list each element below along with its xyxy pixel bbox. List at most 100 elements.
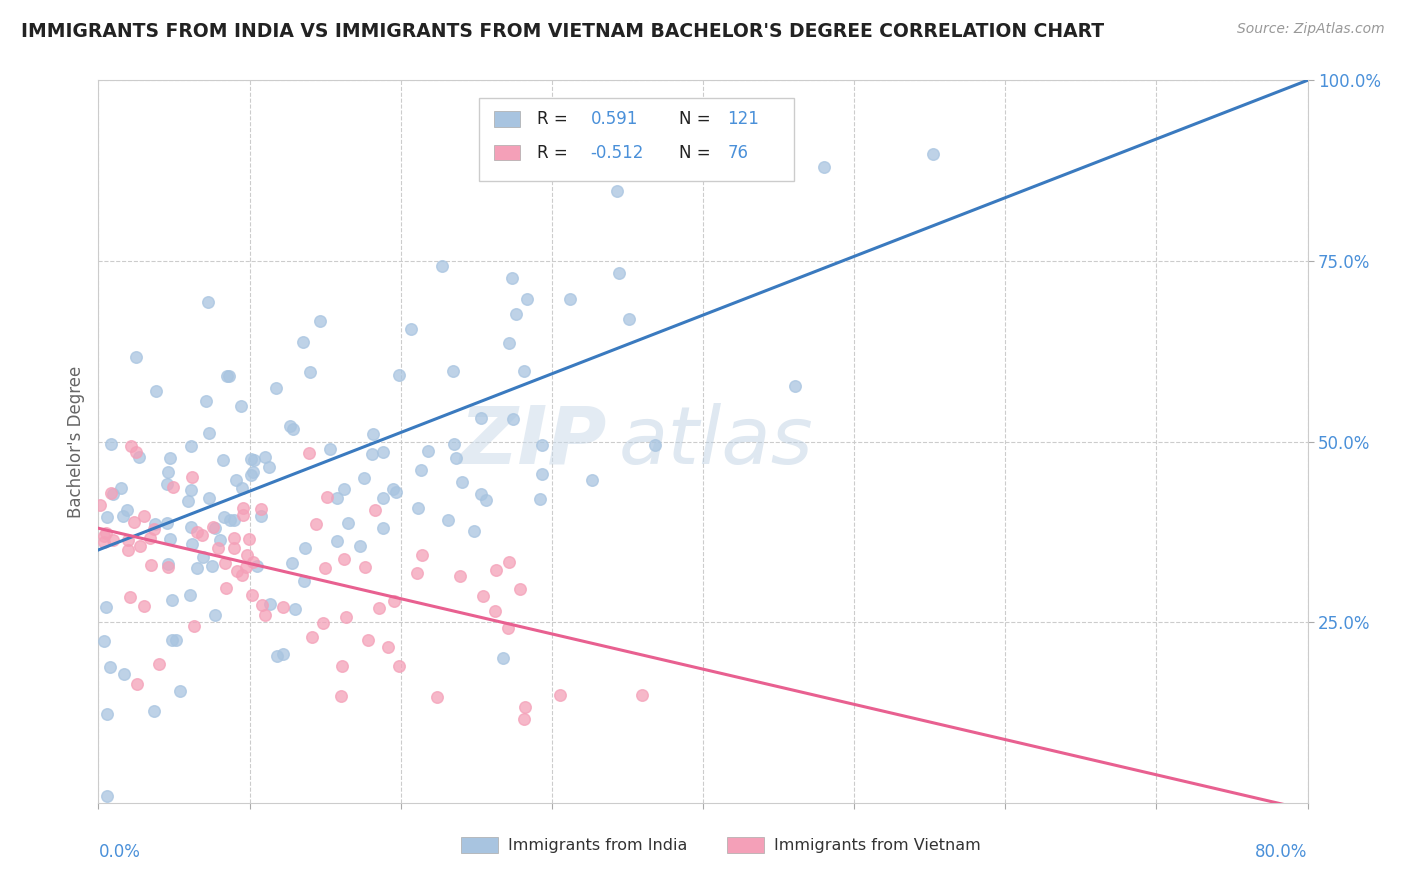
FancyBboxPatch shape	[461, 838, 498, 854]
Point	[201, 559, 224, 574]
Point	[631, 688, 654, 702]
Point	[470, 487, 492, 501]
Point	[231, 481, 253, 495]
Point	[411, 463, 433, 477]
Point	[492, 651, 515, 665]
Point	[159, 450, 181, 465]
Point	[225, 564, 247, 578]
Text: atlas: atlas	[619, 402, 813, 481]
Point	[305, 516, 328, 531]
Point	[253, 607, 276, 622]
Point	[292, 574, 315, 588]
Point	[505, 307, 527, 321]
Point	[198, 426, 221, 441]
Point	[371, 491, 394, 505]
Point	[242, 465, 264, 479]
Point	[239, 468, 262, 483]
Point	[361, 427, 384, 442]
Point	[165, 633, 187, 648]
Point	[239, 451, 262, 466]
Point	[333, 482, 356, 496]
Point	[142, 704, 165, 718]
Text: N =: N =	[679, 144, 710, 161]
Point	[204, 608, 226, 623]
Point	[406, 566, 429, 580]
Point	[120, 439, 142, 453]
Point	[470, 411, 492, 425]
Point	[186, 561, 208, 575]
Point	[284, 602, 307, 616]
Point	[353, 471, 375, 485]
Point	[298, 446, 321, 460]
Point	[336, 516, 359, 531]
Point	[132, 599, 155, 613]
Point	[312, 616, 335, 631]
Point	[96, 789, 118, 803]
Text: N =: N =	[679, 110, 710, 128]
Point	[238, 533, 260, 547]
Point	[619, 311, 641, 326]
Point	[388, 659, 411, 673]
Point	[921, 147, 943, 161]
Point	[212, 509, 235, 524]
Point	[202, 520, 225, 534]
Point	[207, 541, 229, 556]
Point	[222, 532, 245, 546]
Point	[484, 604, 506, 618]
Point	[145, 384, 167, 399]
Point	[117, 543, 139, 558]
Point	[436, 513, 458, 527]
Point	[231, 567, 253, 582]
Point	[110, 481, 132, 495]
Point	[98, 660, 121, 674]
Point	[501, 271, 523, 285]
Point	[283, 422, 305, 436]
Point	[281, 557, 304, 571]
Point	[218, 368, 240, 383]
Point	[190, 528, 212, 542]
Point	[186, 524, 208, 539]
Point	[169, 684, 191, 698]
Point	[301, 630, 323, 644]
Point	[197, 295, 219, 310]
Point	[266, 648, 288, 663]
Point	[139, 558, 162, 572]
Point	[193, 549, 215, 564]
FancyBboxPatch shape	[479, 98, 793, 181]
Point	[159, 532, 181, 546]
Point	[529, 491, 551, 506]
Point	[449, 568, 471, 582]
Text: 76: 76	[727, 144, 748, 161]
Point	[550, 688, 572, 702]
Point	[463, 524, 485, 539]
Text: Immigrants from Vietnam: Immigrants from Vietnam	[775, 838, 981, 853]
Y-axis label: Bachelor's Degree: Bachelor's Degree	[66, 366, 84, 517]
Point	[142, 522, 165, 536]
Point	[96, 510, 118, 524]
Text: 0.591: 0.591	[591, 110, 638, 128]
Point	[93, 529, 115, 543]
Point	[382, 482, 405, 496]
Point	[257, 460, 280, 475]
Point	[183, 618, 205, 632]
Point	[225, 473, 247, 487]
Point	[232, 508, 254, 522]
Text: ZIP: ZIP	[458, 402, 606, 481]
Point	[127, 677, 149, 691]
Point	[253, 450, 276, 465]
Point	[112, 667, 135, 681]
Point	[513, 712, 536, 726]
Point	[179, 588, 201, 602]
Point	[143, 517, 166, 532]
Point	[783, 378, 806, 392]
Point	[516, 292, 538, 306]
Point	[148, 657, 170, 672]
Point	[330, 659, 353, 673]
Point	[509, 582, 531, 596]
Point	[444, 450, 467, 465]
Point	[93, 535, 115, 549]
Point	[349, 539, 371, 553]
Point	[259, 597, 281, 611]
Point	[198, 491, 221, 505]
Text: R =: R =	[537, 110, 568, 128]
